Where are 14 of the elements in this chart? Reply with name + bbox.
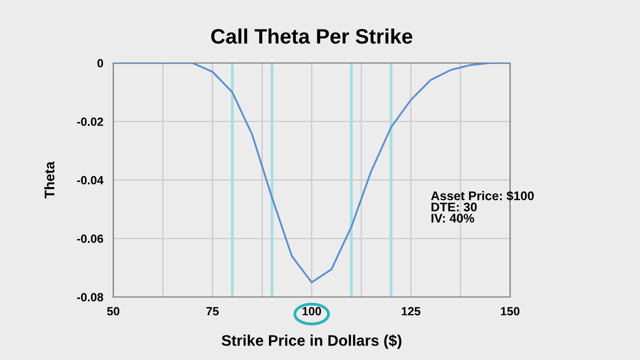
x-axis-title: Strike Price in Dollars ($) xyxy=(222,334,402,349)
y-tick-label: -0.04 xyxy=(77,176,104,184)
x-tick-label: 50 xyxy=(107,307,120,316)
x-tick-label: 125 xyxy=(402,307,420,316)
y-tick-label: -0.06 xyxy=(77,234,104,243)
y-tick-label: 0 xyxy=(97,59,104,68)
y-tick-label: -0.02 xyxy=(77,118,104,126)
x-tick-label: 150 xyxy=(500,307,520,316)
y-tick-label: -0.08 xyxy=(77,293,104,302)
x-tick-label: 100 xyxy=(302,307,322,316)
x-tick-label: 75 xyxy=(206,307,219,316)
annotation: Asset Price: $100 DTE: 30 IV: 40% xyxy=(431,190,534,223)
y-axis-title: Theta xyxy=(44,161,54,198)
chart-title: Call Theta Per Strike xyxy=(211,28,412,44)
